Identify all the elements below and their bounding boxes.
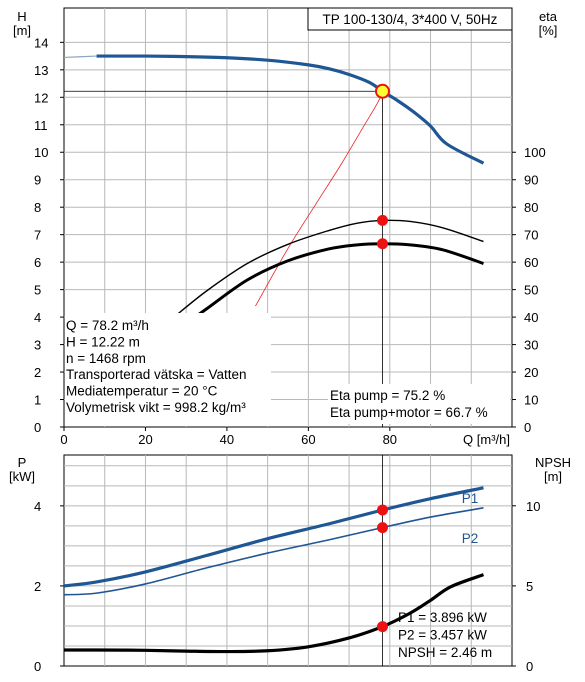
p-axis-unit: [kW] bbox=[9, 469, 35, 484]
head-curve-extrapolated bbox=[63, 55, 97, 59]
y-left-tick-label: 2 bbox=[34, 365, 41, 380]
y-right-tick-label: 60 bbox=[524, 255, 538, 270]
x-tick-label: 0 bbox=[60, 432, 67, 447]
y-left-tick-label: 0 bbox=[34, 659, 41, 674]
y-right-tick-label: 80 bbox=[524, 200, 538, 215]
p-axis-title: P bbox=[18, 455, 27, 470]
y-right-tick-label: 90 bbox=[524, 173, 538, 188]
x-tick-label: 20 bbox=[138, 432, 152, 447]
y-left-axis-title: H bbox=[17, 9, 26, 24]
p1-curve bbox=[63, 486, 484, 588]
y-left-tick-label: 11 bbox=[34, 118, 48, 133]
y-left-tick-label: 5 bbox=[34, 283, 41, 298]
info-line: n = 1468 rpm bbox=[66, 351, 146, 366]
y-left-tick-label: 2 bbox=[34, 579, 41, 594]
npsh-axis-unit: [m] bbox=[544, 469, 562, 484]
y-left-tick-label: 10 bbox=[34, 145, 48, 160]
y-right-tick-label: 30 bbox=[524, 338, 538, 353]
y-left-tick-label: 3 bbox=[34, 338, 41, 353]
info-line: Transporterad vätska = Vatten bbox=[66, 367, 246, 382]
npsh-axis-title: NPSH bbox=[535, 455, 571, 470]
bottom-grid bbox=[64, 455, 512, 666]
y-right-tick-label: 10 bbox=[526, 499, 540, 514]
p2-duty-point bbox=[376, 522, 388, 534]
eta-info-line: Eta pump+motor = 66.7 % bbox=[330, 405, 488, 420]
y-left-tick-label: 12 bbox=[34, 90, 48, 105]
eta-pump-motor-curve bbox=[169, 242, 484, 337]
y-left-tick-label: 4 bbox=[34, 310, 41, 325]
y-left-tick-label: 7 bbox=[34, 228, 41, 243]
y-right-tick-label: 0 bbox=[526, 659, 533, 674]
eta-info-line: Eta pump = 75.2 % bbox=[330, 388, 445, 403]
y-right-tick-label: 100 bbox=[524, 145, 546, 160]
y-left-tick-label: 1 bbox=[34, 393, 41, 408]
power-info-line: P2 = 3.457 kW bbox=[398, 628, 487, 643]
power-info-line: P1 = 3.896 kW bbox=[398, 610, 487, 625]
y-right-axis-title: eta bbox=[539, 9, 558, 24]
info-box-bg bbox=[65, 313, 271, 426]
head-duty-point bbox=[374, 83, 390, 99]
y-right-tick-label: 50 bbox=[524, 283, 538, 298]
duty-info-box: Q = 78.2 m³/hH = 12.22 m n = 1468 rpmTran… bbox=[65, 313, 510, 426]
eta-pump-motor-duty-point bbox=[376, 238, 388, 250]
y-right-tick-label: 70 bbox=[524, 228, 538, 243]
x-tick-label: 40 bbox=[220, 432, 234, 447]
p1-duty-point bbox=[376, 504, 388, 516]
x-axis-title: Q [m³/h] bbox=[463, 432, 510, 447]
x-tick-label: 80 bbox=[383, 432, 397, 447]
eta-pump-curve bbox=[173, 219, 484, 318]
p2-curve-label: P2 bbox=[462, 531, 479, 546]
npsh-duty-point bbox=[376, 621, 388, 633]
y-right-tick-label: 40 bbox=[524, 310, 538, 325]
y-right-axis-unit: [%] bbox=[539, 23, 558, 38]
p2-curve bbox=[63, 507, 484, 596]
npsh-curve bbox=[63, 573, 485, 654]
p1-curve-label: P1 bbox=[462, 491, 479, 506]
info-line: Mediatemperatur = 20 °C bbox=[66, 384, 218, 399]
y-left-tick-label: 9 bbox=[34, 173, 41, 188]
power-info-line: NPSH = 2.46 m bbox=[398, 645, 492, 660]
y-left-axis-unit: [m] bbox=[13, 23, 31, 38]
y-left-tick-label: 0 bbox=[34, 420, 41, 435]
info-line: Volymetrisk vikt = 998.2 kg/m³ bbox=[66, 400, 246, 415]
y-right-tick-label: 5 bbox=[526, 579, 533, 594]
eta-box-bg bbox=[328, 384, 510, 424]
title-frame bbox=[307, 7, 513, 31]
y-left-tick-label: 13 bbox=[34, 63, 48, 78]
chart-title: TP 100-130/4, 3*400 V, 50Hz bbox=[323, 12, 498, 27]
head-curve bbox=[96, 54, 485, 165]
y-left-tick-label: 14 bbox=[34, 35, 48, 50]
power-info-box: P1 = 3.896 kW P2 = 3.457 kW NPSH = 2.46 m bbox=[398, 610, 492, 660]
info-line: H = 12.22 m bbox=[66, 334, 140, 349]
info-line: Q = 78.2 m³/h bbox=[66, 318, 149, 333]
y-right-tick-label: 0 bbox=[524, 420, 531, 435]
y-left-tick-label: 6 bbox=[34, 255, 41, 270]
y-left-tick-label: 8 bbox=[34, 200, 41, 215]
efficiency-parabola-line bbox=[255, 91, 383, 307]
x-tick-label: 60 bbox=[301, 432, 315, 447]
bottom-plot-area bbox=[63, 454, 513, 667]
y-right-tick-label: 20 bbox=[524, 365, 538, 380]
y-left-tick-label: 4 bbox=[34, 499, 41, 514]
y-right-tick-label: 10 bbox=[524, 393, 538, 408]
chart-title-box: TP 100-130/4, 3*400 V, 50Hz bbox=[307, 7, 513, 31]
eta-pump-duty-point bbox=[376, 214, 388, 226]
